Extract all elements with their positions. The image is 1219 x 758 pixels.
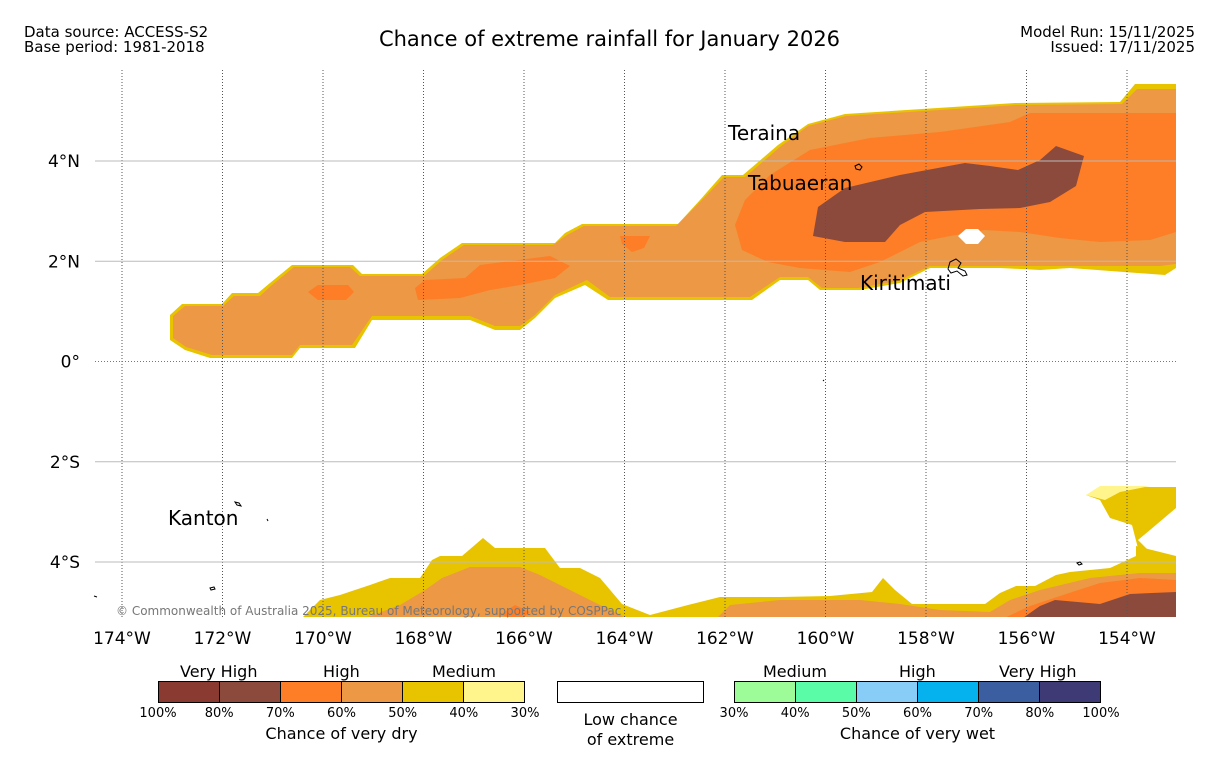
dry-high-60-patch-small	[620, 236, 650, 252]
low-chance-hole	[958, 229, 985, 244]
small-island-1	[209, 586, 216, 591]
lon-tick-label: 170°W	[294, 629, 352, 649]
wet-caption: Chance of very wet	[839, 724, 996, 743]
dry-high-60-patch-mid	[415, 256, 570, 300]
label-kiritimati: Kiritimati	[860, 271, 951, 295]
wet-group-medium: Medium	[763, 662, 827, 681]
wet-group-very-high: Very High	[999, 662, 1077, 681]
dry-tick-label: 30%	[510, 706, 540, 721]
neutral-caption-line2: of extreme	[586, 730, 675, 749]
model-run-text: Model Run: 15/11/2025	[1020, 23, 1195, 41]
small-island-3	[266, 518, 269, 522]
small-island-5	[93, 595, 98, 598]
dry-tick-label: 70%	[265, 706, 295, 721]
label-kanton: Kanton	[168, 506, 238, 530]
base-period-text: Base period: 1981-2018	[24, 38, 205, 56]
dry-caption: Chance of very dry	[265, 724, 418, 743]
wet-swatch-2	[856, 682, 917, 702]
dry-tick-label: 50%	[388, 706, 418, 721]
lon-tick-label: 164°W	[596, 629, 654, 649]
lon-tick-label: 154°W	[1098, 629, 1156, 649]
data-source-text: Data source: ACCESS-S2	[24, 23, 209, 41]
wet-swatch-1	[795, 682, 856, 702]
kiritimati-island	[947, 258, 968, 277]
wet-tick-label: 50%	[841, 706, 871, 721]
wet-tick-label: 60%	[903, 706, 932, 721]
dry-tick-label: 60%	[327, 706, 356, 721]
dry-group-high: High	[323, 662, 360, 681]
dry-swatch-0	[159, 682, 219, 702]
copyright-text: © Commonwealth of Australia 2025, Bureau…	[116, 604, 621, 618]
map-title: Chance of extreme rainfall for January 2…	[378, 27, 841, 51]
wet-tick-label: 80%	[1025, 706, 1055, 721]
dry-high-60-patch-south	[500, 605, 530, 617]
dry-group-very-high: Very High	[180, 662, 258, 681]
wet-swatch-5	[1039, 682, 1100, 702]
dry-tick-label: 40%	[449, 706, 479, 721]
lon-tick-label: 156°W	[998, 629, 1056, 649]
lat-tick-label: 0°	[61, 353, 80, 373]
kanton-island	[233, 501, 243, 507]
neutral-caption-line1: Low chance	[583, 710, 678, 729]
wet-swatch-4	[978, 682, 1039, 702]
wet-tick-label: 30%	[719, 706, 749, 721]
dry-tick-label: 100%	[139, 706, 177, 721]
lon-tick-label: 162°W	[696, 629, 754, 649]
wet-tick-label: 100%	[1082, 706, 1120, 721]
issued-text: Issued: 17/11/2025	[1050, 38, 1195, 56]
tabuaeran-island	[854, 163, 863, 171]
lon-tick-label: 166°W	[495, 629, 553, 649]
dry-group-medium: Medium	[432, 662, 496, 681]
dry-swatch-2	[280, 682, 341, 702]
lon-tick-label: 174°W	[93, 629, 151, 649]
wet-swatch-0	[735, 682, 795, 702]
dry-very-high-region	[813, 146, 1084, 242]
dry-swatch-4	[402, 682, 463, 702]
small-island-4	[822, 379, 825, 382]
dry-swatch-5	[463, 682, 524, 702]
lon-tick-label: 168°W	[395, 629, 453, 649]
label-tabuaeran: Tabuaeran	[747, 171, 852, 195]
wet-swatch-3	[917, 682, 978, 702]
rainfall-map: Teraina Tabuaeran Kiritimati Kanton © Co…	[48, 70, 1176, 649]
dry-medium-patch-east	[1086, 487, 1176, 560]
dry-low-patch-east	[1086, 486, 1150, 500]
small-island-2	[1076, 561, 1083, 566]
lon-tick-label: 158°W	[897, 629, 955, 649]
wet-tick-label: 70%	[964, 706, 994, 721]
dry-swatch-3	[341, 682, 402, 702]
wet-tick-label: 40%	[780, 706, 810, 721]
dry-very-high-region-south-east	[1024, 592, 1176, 617]
dry-high-50-region-south	[368, 567, 624, 617]
dry-swatch-1	[219, 682, 280, 702]
lat-tick-label: 4°N	[48, 152, 80, 172]
low-chance-swatch	[557, 681, 704, 703]
label-teraina: Teraina	[727, 121, 800, 145]
dry-colorbar	[158, 681, 525, 703]
dry-tick-label: 80%	[204, 706, 234, 721]
lon-tick-label: 172°W	[194, 629, 252, 649]
lat-tick-label: 2°S	[50, 453, 80, 473]
lat-tick-label: 2°N	[48, 252, 80, 272]
wet-colorbar	[734, 681, 1101, 703]
dry-high-60-patch-west	[308, 285, 354, 300]
lat-tick-label: 4°S	[50, 553, 80, 573]
lon-tick-label: 160°W	[797, 629, 855, 649]
wet-group-high: High	[899, 662, 936, 681]
